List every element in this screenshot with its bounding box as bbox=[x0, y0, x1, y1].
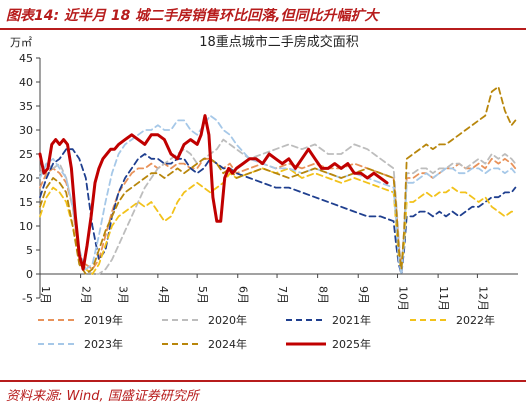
x-tick-label: 2月 bbox=[80, 286, 93, 304]
y-tick-label: 20 bbox=[19, 172, 33, 185]
x-tick-label: 10月 bbox=[397, 286, 410, 311]
y-tick-label: 10 bbox=[19, 220, 33, 233]
y-tick-label: 15 bbox=[19, 196, 33, 209]
series-line-2020年 bbox=[39, 138, 517, 275]
y-tick-label: 30 bbox=[19, 124, 33, 137]
legend-label: 2022年 bbox=[456, 313, 495, 327]
y-tick-label: 5 bbox=[26, 244, 33, 257]
y-tick-label: 40 bbox=[19, 76, 33, 89]
series-line-2024年 bbox=[39, 85, 517, 275]
x-tick-label: 7月 bbox=[276, 286, 289, 304]
y-axis-unit: 万㎡ bbox=[10, 36, 32, 49]
legend-label: 2021年 bbox=[332, 313, 371, 327]
x-tick-label: 1月 bbox=[39, 286, 52, 304]
x-tick-label: 12月 bbox=[476, 286, 489, 311]
series-line-2022年 bbox=[39, 167, 517, 275]
y-tick-label: -5 bbox=[22, 292, 33, 305]
legend-label: 2019年 bbox=[84, 313, 123, 327]
y-tick-label: 45 bbox=[19, 52, 33, 65]
legend-label: 2020年 bbox=[208, 313, 247, 327]
x-tick-label: 11月 bbox=[437, 286, 450, 311]
legend-label: 2025年 bbox=[332, 337, 371, 351]
series-line-2025年 bbox=[38, 114, 389, 271]
y-tick-label: 25 bbox=[19, 148, 33, 161]
x-tick-label: 6月 bbox=[237, 286, 250, 304]
x-tick-label: 3月 bbox=[116, 286, 129, 304]
line-chart: 18重点城市二手房成交面积 万㎡ -5 0 5 10 15 20 25 30 35 40 45 1月 2月 3… bbox=[10, 34, 518, 351]
figure-caption: 图表14: 近半月 18 城二手房销售环比回落,但同比升幅扩大 bbox=[6, 8, 379, 24]
y-tick-label: 35 bbox=[19, 100, 33, 113]
x-tick-label: 4月 bbox=[157, 286, 170, 304]
x-tick-label: 8月 bbox=[317, 286, 330, 304]
report-header: 图表14: 近半月 18 城二手房销售环比回落,但同比升幅扩大 bbox=[0, 0, 526, 30]
y-tick-label: 0 bbox=[26, 268, 33, 281]
x-tick-label: 9月 bbox=[357, 286, 370, 304]
series-line-2021年 bbox=[39, 148, 517, 275]
footer-divider bbox=[0, 380, 526, 382]
x-tick-label: 5月 bbox=[196, 286, 209, 304]
legend-label: 2024年 bbox=[208, 337, 247, 351]
source-note: 资料来源: Wind, 国盛证券研究所 bbox=[6, 389, 199, 404]
legend-label: 2023年 bbox=[84, 337, 123, 351]
chart-title: 18重点城市二手房成交面积 bbox=[199, 34, 359, 50]
header-divider bbox=[0, 28, 526, 30]
series-line-2023年 bbox=[39, 114, 517, 275]
